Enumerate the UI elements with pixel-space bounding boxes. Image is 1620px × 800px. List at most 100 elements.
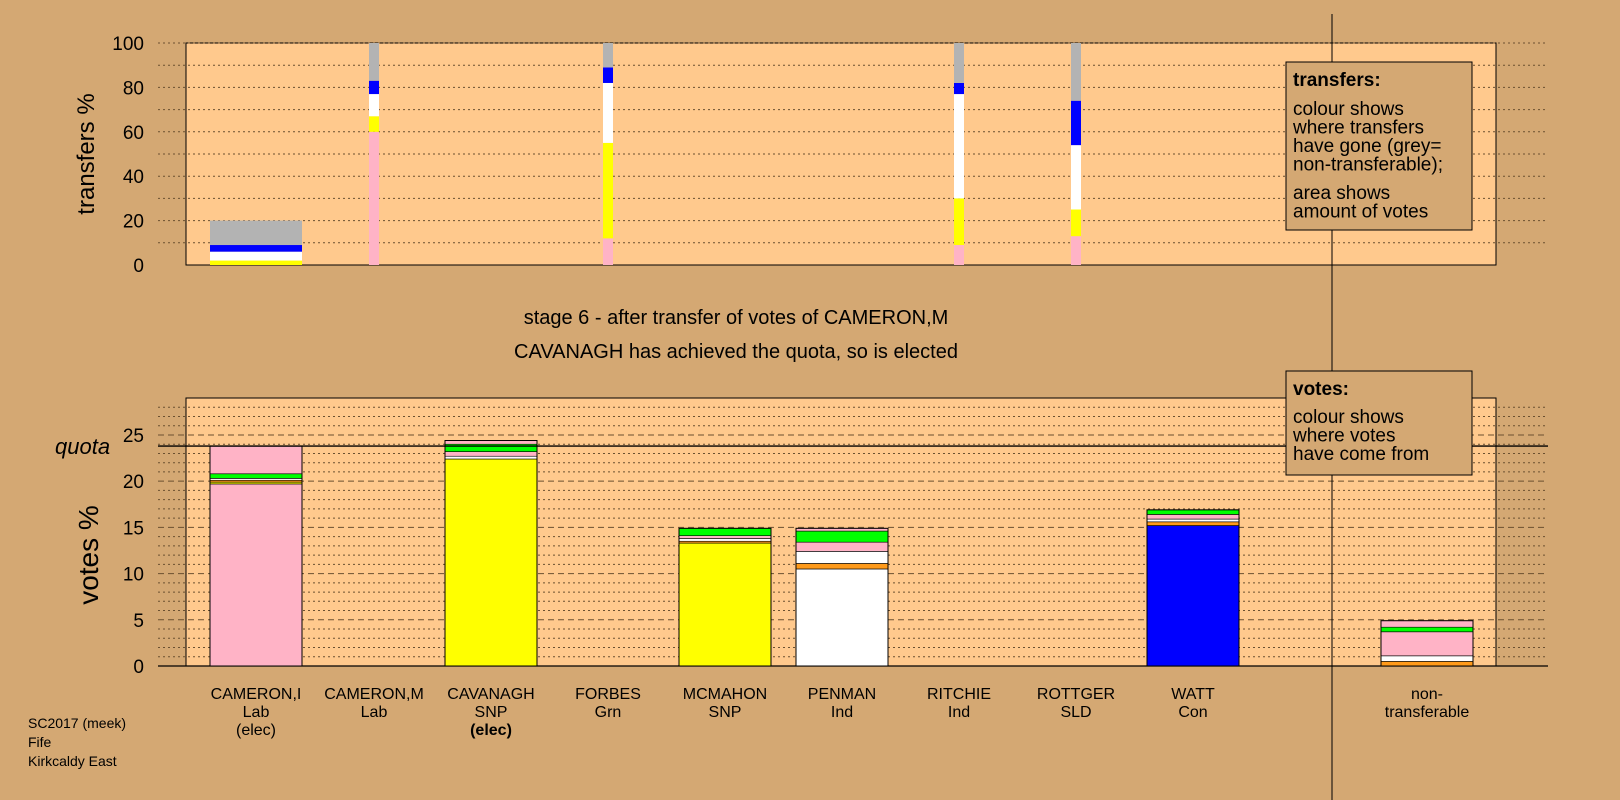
vote-segment: [1380, 620, 1474, 628]
transfers-y-tick-label: 20: [123, 212, 144, 233]
transfers-bar-cameron-m: [369, 43, 379, 265]
votes-bars: [209, 440, 1474, 667]
candidate-name: PENMAN: [808, 686, 876, 703]
transfers-legend-line: have gone (grey=: [1293, 136, 1441, 157]
vote-segment: [678, 528, 772, 536]
transfers-y-tick-label: 60: [123, 123, 144, 144]
votes-bar-9: [1146, 509, 1240, 667]
transfer-segment: [210, 245, 302, 252]
vote-segment: [678, 535, 772, 539]
transfer-segment: [369, 116, 379, 132]
transfer-segment: [1071, 145, 1081, 210]
transfer-segment: [1071, 209, 1081, 237]
candidate-name: RITCHIE: [927, 686, 991, 703]
candidate-party: transferable: [1385, 704, 1470, 721]
vote-bar-outline: [678, 527, 772, 667]
footer-info: SC2017 (meek) Fife Kirkcaldy East: [28, 715, 126, 769]
votes-legend-title: votes:: [1293, 379, 1349, 400]
footer-line: SC2017 (meek): [28, 715, 126, 731]
transfers-y-tick-label: 40: [123, 167, 144, 188]
candidate-name: FORBES: [575, 686, 641, 703]
votes-bar-10: [1380, 620, 1474, 667]
transfer-segment: [603, 82, 613, 143]
transfers-legend-line: amount of votes: [1293, 202, 1428, 223]
vote-segment: [1146, 521, 1240, 526]
candidate-party: SNP: [475, 704, 508, 721]
votes-legend-line: where votes: [1292, 426, 1395, 447]
vote-segment: [444, 455, 538, 460]
vote-segment: [1146, 525, 1240, 667]
candidate-name: CAVANAGH: [447, 686, 534, 703]
transfers-bar-ritchie: [954, 43, 964, 265]
quota-label: quota: [55, 434, 110, 459]
vote-segment: [1146, 518, 1240, 523]
candidate-party: SNP: [709, 704, 742, 721]
transfer-segment: [954, 245, 964, 265]
vote-segment: [444, 451, 538, 457]
transfer-segment: [1071, 236, 1081, 265]
vote-segment: [209, 445, 303, 475]
transfers-legend-line: colour shows: [1293, 99, 1404, 120]
vote-segment: [444, 443, 538, 452]
vote-segment: [678, 542, 772, 667]
vote-segment: [444, 458, 538, 667]
transfer-segment: [369, 131, 379, 265]
votes-y-tick-label: 25: [123, 426, 144, 447]
transfers-bar-cameron-i: [210, 220, 302, 265]
transfers-legend-line: area shows: [1293, 183, 1390, 204]
candidate-party: SLD: [1060, 704, 1091, 721]
candidate-name: MCMAHON: [683, 686, 767, 703]
transfer-segment: [603, 43, 613, 68]
candidate-status: (elec): [470, 722, 512, 739]
transfers-y-axis: 0 20 40 60 80 100: [112, 34, 144, 277]
transfers-gridlines: [158, 42, 1548, 244]
transfer-segment: [954, 43, 964, 83]
transfer-segment: [210, 220, 302, 246]
votes-bar-6: [795, 527, 889, 667]
votes-y-tick-label: 5: [133, 611, 144, 632]
candidate-name: WATT: [1171, 686, 1215, 703]
transfer-segment: [603, 142, 613, 239]
transfer-segment: [954, 198, 964, 246]
transfer-segment: [954, 82, 964, 95]
candidate-party: Con: [1178, 704, 1207, 721]
stage-title: stage 6 - after transfer of votes of CAM…: [524, 307, 949, 329]
transfer-segment: [210, 260, 302, 265]
votes-bar-5: [678, 527, 772, 667]
votes-y-tick-label: 0: [133, 657, 144, 678]
vote-bar-outline: [795, 527, 889, 667]
footer-line: Kirkcaldy East: [28, 753, 117, 769]
transfers-bar-forbes: [603, 43, 613, 265]
vote-segment: [795, 541, 889, 552]
vote-segment: [795, 563, 889, 570]
transfers-y-axis-label: transfers %: [73, 93, 100, 214]
candidate-name: non-: [1411, 686, 1443, 703]
transfer-segment: [603, 238, 613, 265]
vote-segment: [795, 551, 889, 564]
candidate-name: ROTTGER: [1037, 686, 1115, 703]
vote-segment: [795, 530, 889, 543]
candidate-name: CAMERON,M: [324, 686, 424, 703]
vote-segment: [1380, 626, 1474, 633]
transfers-bars: [210, 43, 1081, 265]
votes-y-tick-label: 15: [123, 518, 144, 539]
footer-line: Fife: [28, 734, 52, 750]
transfers-y-tick-label: 100: [112, 34, 144, 55]
candidate-party: Ind: [831, 704, 853, 721]
transfers-legend-title: transfers:: [1293, 70, 1381, 91]
transfer-segment: [1071, 100, 1081, 146]
transfer-segment: [954, 94, 964, 199]
transfers-y-tick-label: 0: [133, 256, 144, 277]
transfers-legend-line: non-transferable);: [1293, 155, 1443, 176]
votes-y-axis-label: votes %: [73, 505, 104, 605]
transfer-segment: [1071, 43, 1081, 101]
votes-bar-3: [444, 440, 538, 667]
votes-y-axis: 0 5 10 15 20 25: [123, 426, 144, 678]
transfer-segment: [369, 80, 379, 95]
vote-segment: [1146, 514, 1240, 520]
candidate-name: CAMERON,I: [211, 686, 302, 703]
candidate-party: Ind: [948, 704, 970, 721]
